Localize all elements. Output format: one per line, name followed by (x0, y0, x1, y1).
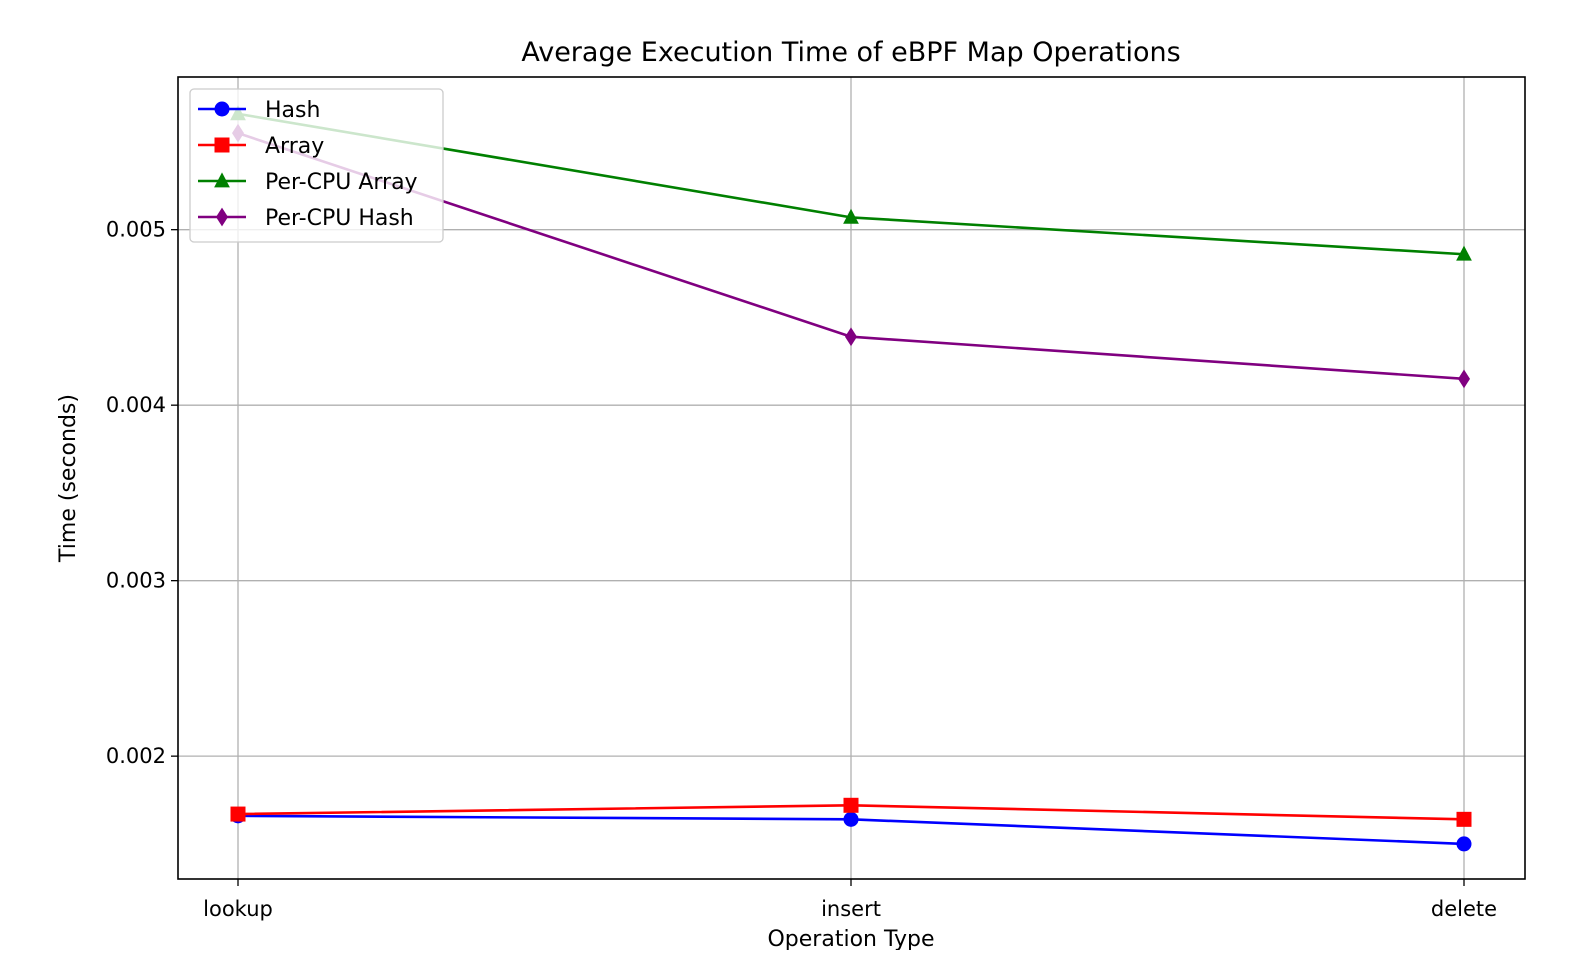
legend-label: Per-CPU Hash (265, 206, 414, 231)
data-point-marker (1456, 836, 1472, 852)
legend-label: Array (265, 134, 324, 159)
series-array (230, 797, 1472, 827)
legend-marker (214, 137, 230, 153)
y-axis-label: Time (seconds) (56, 394, 81, 563)
legend: Hash Array Per-CPU Array Per-CPU Hash (189, 88, 444, 243)
y-tick-label: 0.003 (106, 569, 166, 593)
y-tick-label: 0.005 (106, 218, 166, 242)
y-tick-label: 0.004 (106, 393, 166, 417)
data-point-marker (1458, 369, 1470, 389)
legend-item: Per-CPU Hash (198, 206, 414, 231)
axis-ticks: lookup insert delete 0.002 0.003 0.004 0.005 (106, 218, 1497, 921)
x-tick-label: insert (821, 897, 881, 921)
data-point-marker (845, 327, 857, 347)
legend-marker (214, 172, 230, 188)
legend-marker (214, 101, 230, 117)
chart-title: Average Execution Time of eBPF Map Opera… (521, 37, 1180, 68)
x-axis-label: Operation Type (767, 927, 934, 950)
data-point-marker (230, 806, 246, 822)
data-point-marker (1456, 245, 1472, 261)
legend-box (189, 88, 444, 243)
legend-item: Hash (198, 98, 320, 123)
data-point-marker (843, 208, 859, 224)
legend-item: Per-CPU Array (198, 170, 418, 195)
data-point-marker (1456, 811, 1472, 827)
data-point-marker (843, 797, 859, 813)
data-point-marker (843, 811, 859, 827)
y-tick-label: 0.002 (106, 744, 166, 768)
legend-label: Hash (265, 98, 320, 123)
x-tick-label: lookup (203, 897, 273, 921)
x-tick-label: delete (1431, 897, 1497, 921)
legend-item: Array (198, 134, 324, 159)
legend-label: Per-CPU Array (265, 170, 418, 195)
legend-marker (216, 207, 228, 227)
